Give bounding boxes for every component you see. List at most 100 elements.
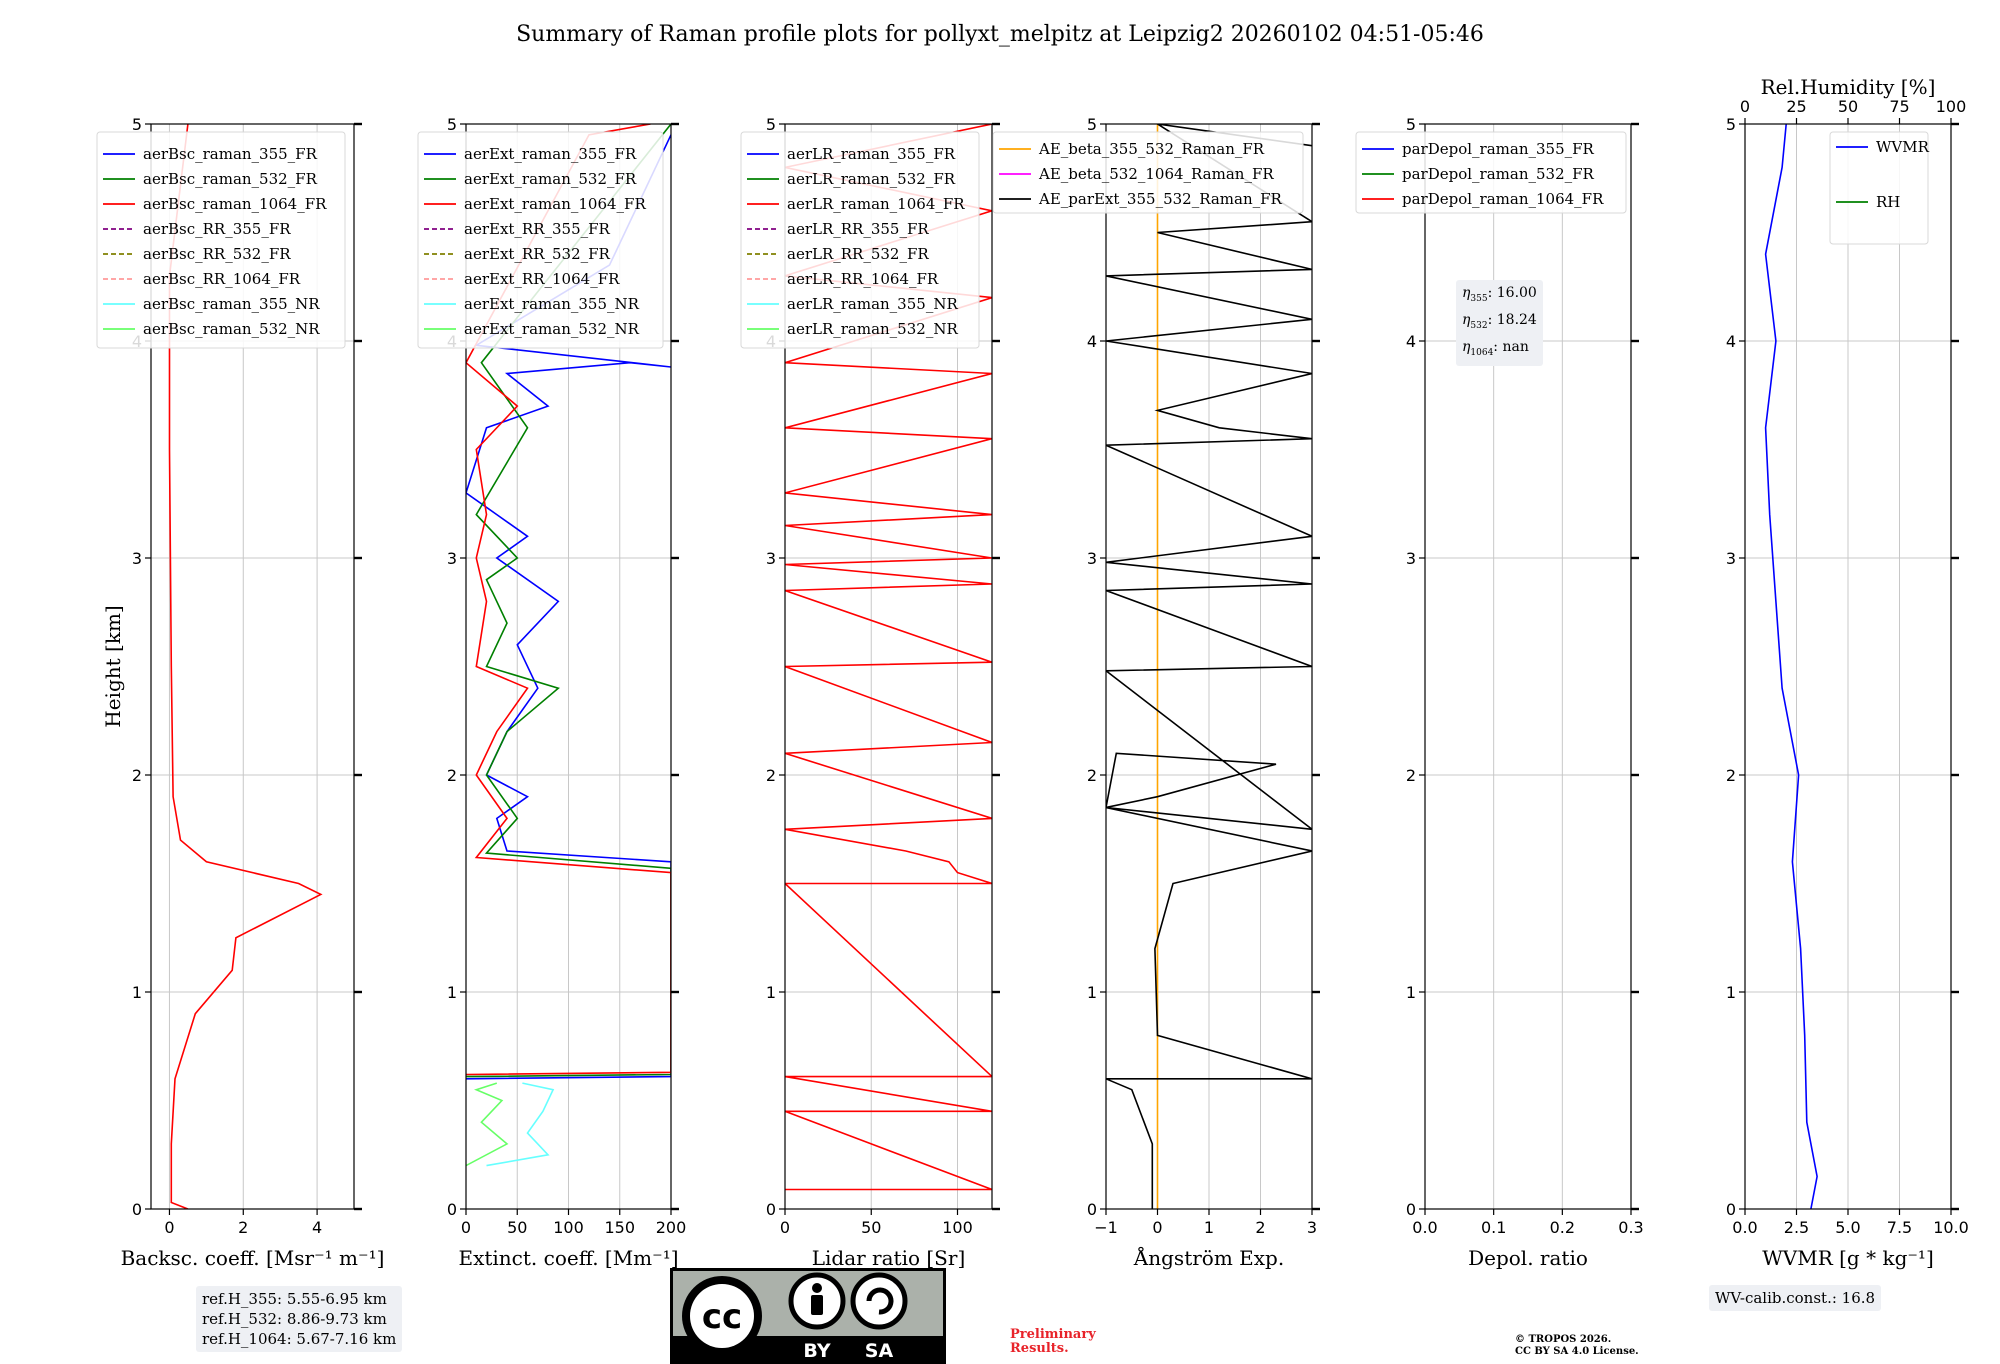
legend-label-0: aerBsc_raman_355_FR — [143, 145, 318, 163]
xtick-label-2: 100 — [553, 1218, 584, 1237]
series-AE_parExt_355_532_Raman_FR — [1106, 124, 1312, 1209]
legend-label-1: aerBsc_raman_532_FR — [143, 170, 318, 188]
legend-label-6: aerLR_raman_355_NR — [787, 295, 958, 313]
ref-h-1064: ref.H_1064: 5.67-7.16 km — [202, 1330, 397, 1348]
ytick-label-4: 4 — [1087, 332, 1097, 351]
xtick-label-1: 50 — [507, 1218, 527, 1237]
ytick-label-3: 3 — [766, 549, 776, 568]
xtick-label-4: 3 — [1307, 1218, 1317, 1237]
legend-box — [96, 131, 346, 349]
ytick-label-5: 5 — [132, 115, 142, 134]
wv-calib-box: WV-calib.const.: 16.8 — [1709, 1285, 1882, 1311]
eta-532-value: 18.24 — [1496, 311, 1537, 328]
legend-label-1: AE_beta_532_1064_Raman_FR — [1038, 165, 1274, 183]
preliminary-line-1: Preliminary — [1010, 1327, 1096, 1342]
ytick-label-0: 0 — [132, 1200, 142, 1219]
ytick-label-3: 3 — [1087, 549, 1097, 568]
ytick-label-2: 2 — [1406, 766, 1416, 785]
legend-label-4: aerBsc_RR_532_FR — [143, 245, 291, 263]
eta-355-value: 16.00 — [1496, 285, 1537, 301]
top-xtick-label-0: 0 — [1740, 97, 1750, 116]
ytick-label-1: 1 — [447, 983, 457, 1002]
copyright-note: © TROPOS 2026. CC BY SA 4.0 License. — [1515, 1334, 1639, 1358]
ytick-label-3: 3 — [1726, 549, 1736, 568]
eta-355: η355: 16.00 — [1462, 285, 1537, 304]
legend-label-5: aerBsc_RR_1064_FR — [143, 270, 301, 288]
xtick-label-2: 5.0 — [1835, 1218, 1860, 1237]
series-WVMR — [1764, 124, 1818, 1209]
xlabel-ext: Extinct. coeff. [Mm⁻¹] — [458, 1246, 678, 1270]
legend-label-2: aerBsc_raman_1064_FR — [143, 195, 327, 213]
legend-depol: parDepol_raman_355_FR parDepol_raman_532_… — [1355, 131, 1627, 214]
legend-label-7: aerLR_raman_532_NR — [787, 320, 958, 338]
series-aerLR_raman_1064_FR — [785, 124, 992, 1191]
legend-lr: aerLR_raman_355_FR aerLR_raman_532_FR aerL… — [740, 131, 980, 349]
sa-label: SA — [865, 1340, 894, 1362]
eta-annotation-box: η355: 16.00 η532: 18.24 η1064: nan — [1456, 280, 1543, 367]
panel-bsc: 024012345Backsc. coeff. [Msr⁻¹ m⁻¹]Heigh… — [96, 115, 385, 1270]
xtick-label-2: 0.2 — [1550, 1218, 1575, 1237]
xtick-label-2: 4 — [312, 1218, 322, 1237]
preliminary-note: Preliminary Results. — [1010, 1328, 1096, 1356]
wv-calib-text: WV-calib.const.: 16.8 — [1715, 1289, 1876, 1307]
xtick-label-4: 200 — [656, 1218, 687, 1237]
preliminary-line-2: Results. — [1010, 1341, 1069, 1356]
legend-label-0: WVMR — [1876, 138, 1930, 156]
eta-1064-value: nan — [1502, 338, 1529, 355]
top-xtick-label-3: 75 — [1889, 97, 1909, 116]
ytick-label-2: 2 — [1087, 766, 1097, 785]
xtick-label-2: 1 — [1204, 1218, 1214, 1237]
panel-ext: 050100150200012345Extinct. coeff. [Mm⁻¹]… — [417, 115, 687, 1270]
axes-frame-lr — [784, 123, 993, 1210]
sa-share-icon — [850, 1272, 908, 1330]
ytick-label-4: 4 — [1726, 332, 1736, 351]
sa-share-arrow — [866, 1287, 894, 1315]
legend-label-6: aerExt_raman_355_NR — [464, 295, 640, 313]
xlabel-wv: WVMR [g * kg⁻¹] — [1762, 1246, 1934, 1270]
legend-label-3: aerLR_RR_355_FR — [787, 220, 929, 238]
xlabel-lr: Lidar ratio [Sr] — [812, 1246, 966, 1270]
legend-label-0: aerExt_raman_355_FR — [464, 145, 637, 163]
ytick-label-0: 0 — [1087, 1200, 1097, 1219]
copyright-line-2: CC BY SA 4.0 License. — [1515, 1346, 1639, 1357]
top-xlabel: Rel.Humidity [%] — [1761, 75, 1936, 99]
ytick-label-1: 1 — [766, 983, 776, 1002]
legend-bsc: aerBsc_raman_355_FR aerBsc_raman_532_FRae… — [96, 131, 346, 349]
ytick-label-5: 5 — [1406, 115, 1416, 134]
cc-circle-inner — [690, 1284, 754, 1348]
xlabel-bsc: Backsc. coeff. [Msr⁻¹ m⁻¹] — [121, 1246, 385, 1270]
xtick-label-0: 0 — [164, 1218, 174, 1237]
panel-lr: 050100012345Lidar ratio [Sr]aerLR_raman_… — [740, 115, 1000, 1270]
series-aerExt_raman_532_NR — [466, 1082, 509, 1167]
ytick-label-0: 0 — [1406, 1200, 1416, 1219]
xtick-label-3: 0.3 — [1618, 1218, 1643, 1237]
legend-label-4: aerExt_RR_532_FR — [464, 245, 611, 263]
xtick-label-0: 0.0 — [1412, 1218, 1437, 1237]
eta-1064: η1064: nan — [1462, 338, 1529, 358]
ytick-label-2: 2 — [1726, 766, 1736, 785]
ref-h-532: ref.H_532: 8.86-9.73 km — [202, 1310, 387, 1328]
legend-label-1: RH — [1876, 193, 1900, 211]
legend-wv: WVMR RH — [1829, 131, 1930, 245]
legend-label-4: aerLR_RR_532_FR — [787, 245, 929, 263]
ytick-label-3: 3 — [447, 549, 457, 568]
legend-label-2: parDepol_raman_1064_FR — [1402, 190, 1604, 208]
legend-label-2: aerExt_raman_1064_FR — [464, 195, 646, 213]
ytick-label-0: 0 — [1726, 1200, 1736, 1219]
xtick-label-1: 2 — [238, 1218, 248, 1237]
ytick-label-1: 1 — [1406, 983, 1416, 1002]
legend-label-6: aerBsc_raman_355_NR — [143, 295, 320, 313]
top-xtick-label-4: 100 — [1936, 97, 1967, 116]
xtick-label-3: 2 — [1255, 1218, 1265, 1237]
ytick-label-5: 5 — [766, 115, 776, 134]
eta-532: η532: 18.24 — [1462, 311, 1537, 331]
ytick-label-3: 3 — [132, 549, 142, 568]
legend-box — [1355, 131, 1627, 214]
legend-label-1: aerLR_raman_532_FR — [787, 170, 956, 188]
series-aerBsc_raman_1064_FR — [168, 124, 323, 1209]
ytick-label-4: 4 — [1406, 332, 1416, 351]
xtick-label-1: 2.5 — [1784, 1218, 1809, 1237]
